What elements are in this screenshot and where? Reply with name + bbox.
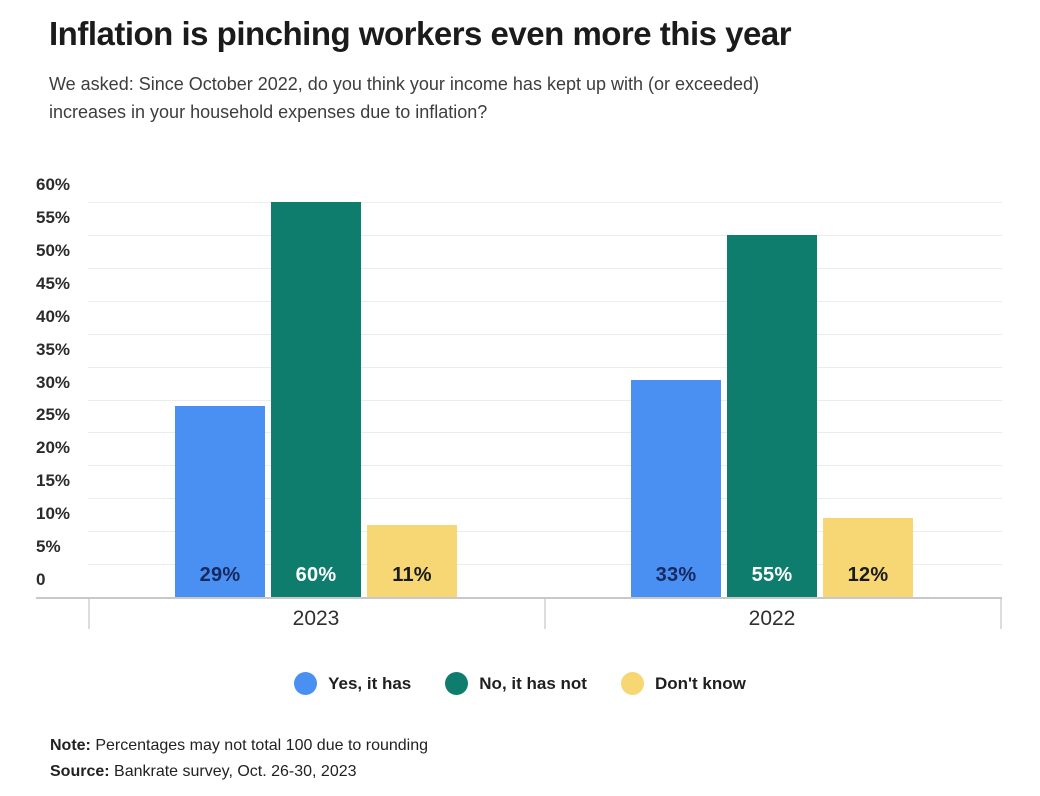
y-tick-label: 15% <box>36 471 71 491</box>
y-tick-label: 30% <box>36 372 71 392</box>
footer-note-text: Percentages may not total 100 due to rou… <box>90 737 429 754</box>
legend-label: No, it has not <box>479 673 587 693</box>
grid-line <box>88 333 1002 335</box>
footer-note: Note: Percentages may not total 100 due … <box>50 733 428 759</box>
bar-chart-plot-area: 60% 55% 50% 45% 40% 35% 30% 25% 20% 15% 10% 5% 0 29% 6… <box>0 168 1040 648</box>
grid-line <box>88 300 1002 302</box>
bar <box>271 202 361 597</box>
grid-line <box>88 531 1002 533</box>
x-axis-tick <box>544 599 546 629</box>
bar-value-label: 12% <box>847 564 889 586</box>
grid-line <box>88 564 1002 566</box>
legend-swatch-icon <box>620 672 644 695</box>
footer-source-label: Source: <box>50 763 110 780</box>
y-tick-label: 10% <box>36 504 71 524</box>
grid-line <box>88 202 1002 203</box>
bar <box>175 406 265 597</box>
chart-legend: Yes, it has No, it has not Don't know <box>0 672 1040 695</box>
legend-item: Don't know <box>620 672 746 695</box>
bar <box>631 379 721 597</box>
chart-subtitle-line2: increases in your household expenses due… <box>49 102 488 122</box>
category-label: 2022 <box>748 607 796 630</box>
grid-line <box>88 432 1002 434</box>
bar-value-label: 33% <box>655 564 697 586</box>
grid-line <box>88 234 1002 236</box>
category-label: 2023 <box>292 607 340 630</box>
y-tick-label: 5% <box>36 537 61 557</box>
y-tick-label: 40% <box>36 306 71 326</box>
y-tick-label: 60% <box>36 175 71 194</box>
y-tick-label: 45% <box>36 273 71 293</box>
bar-value-label: 55% <box>751 564 793 586</box>
chart-title: Inflation is pinching workers even more … <box>49 15 792 52</box>
grid-line <box>88 267 1002 269</box>
chart-subtitle: We asked: Since October 2022, do you thi… <box>49 70 759 126</box>
grid-line <box>88 498 1002 500</box>
legend-item: Yes, it has <box>294 672 411 695</box>
x-axis-line <box>36 597 1002 599</box>
chart-subtitle-line1: We asked: Since October 2022, do you thi… <box>49 74 760 94</box>
y-tick-label: 20% <box>36 438 71 458</box>
chart-footer: Note: Percentages may not total 100 due … <box>50 733 428 785</box>
footer-source: Source: Bankrate survey, Oct. 26-30, 202… <box>50 759 428 785</box>
grid-line <box>88 399 1002 401</box>
legend-item: No, it has not <box>445 672 587 695</box>
x-axis-tick <box>1000 599 1002 629</box>
grid-line <box>88 366 1002 368</box>
bar <box>823 518 913 597</box>
legend-swatch-icon <box>294 672 318 695</box>
y-tick-label: 55% <box>36 207 71 227</box>
bar-value-label: 11% <box>392 564 432 586</box>
y-tick-label: 0 <box>36 570 46 589</box>
y-tick-label: 35% <box>36 339 71 359</box>
x-axis-tick <box>88 599 90 629</box>
legend-swatch-icon <box>445 672 469 695</box>
bar <box>727 234 817 597</box>
legend-label: Don't know <box>654 673 746 693</box>
grid-line <box>88 465 1002 467</box>
footer-note-label: Note: <box>50 737 91 754</box>
y-tick-label: 25% <box>36 405 71 425</box>
y-tick-label: 50% <box>36 240 71 260</box>
bar <box>367 524 457 597</box>
footer-source-text: Bankrate survey, Oct. 26-30, 2023 <box>109 763 357 780</box>
bar-value-label: 29% <box>199 564 241 586</box>
bar-value-label: 60% <box>295 564 337 586</box>
legend-label: Yes, it has <box>328 673 412 693</box>
